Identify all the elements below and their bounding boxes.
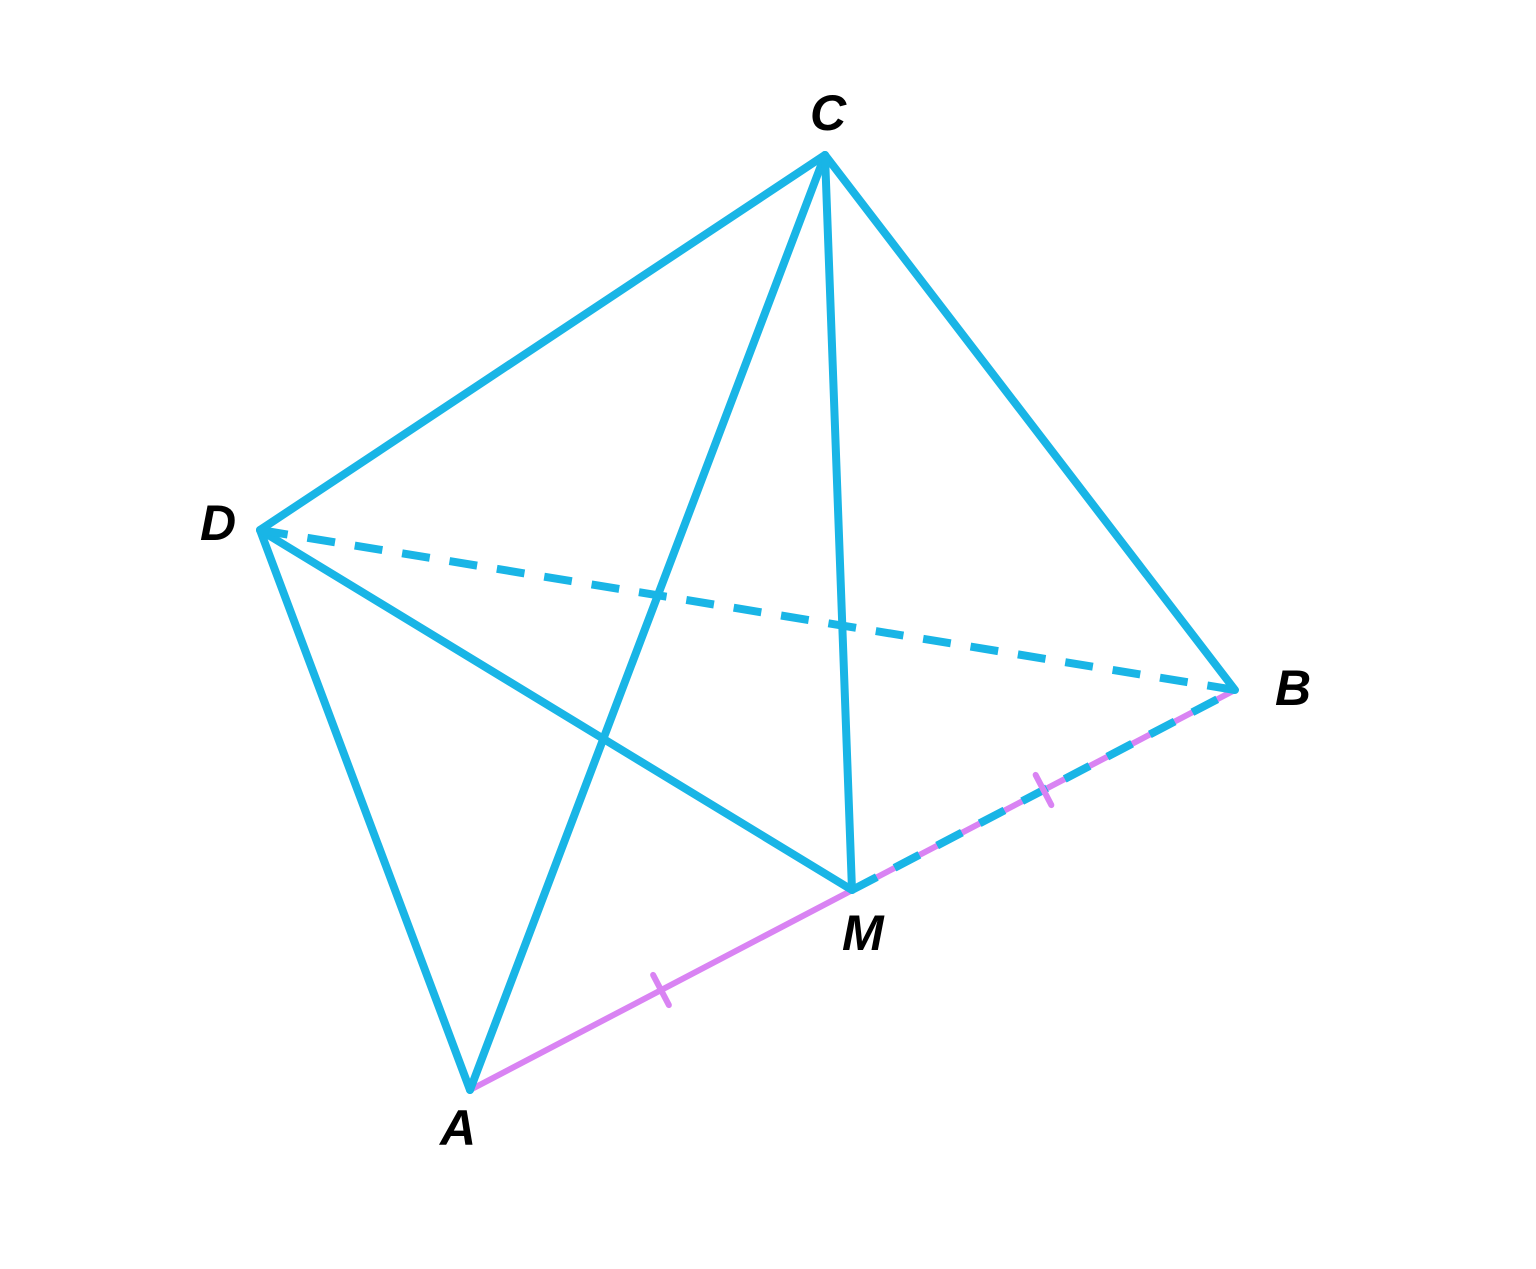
edge-C-M xyxy=(825,155,852,890)
vertex-label-A: A xyxy=(438,1100,476,1156)
vertex-label-C: C xyxy=(810,85,847,141)
edge-C-B xyxy=(825,155,1235,690)
edges-layer xyxy=(260,155,1235,1090)
geometry-diagram: A B C D M xyxy=(0,0,1536,1269)
edge-A-D xyxy=(260,530,470,1090)
vertex-label-B: B xyxy=(1275,660,1311,716)
edge-D-M xyxy=(260,530,852,890)
labels-layer: A B C D M xyxy=(200,85,1311,1156)
vertex-label-D: D xyxy=(200,495,236,551)
vertex-label-M: M xyxy=(842,905,885,961)
edge-D-B xyxy=(260,530,1235,690)
edge-A-C xyxy=(470,155,825,1090)
edge-D-C xyxy=(260,155,825,530)
